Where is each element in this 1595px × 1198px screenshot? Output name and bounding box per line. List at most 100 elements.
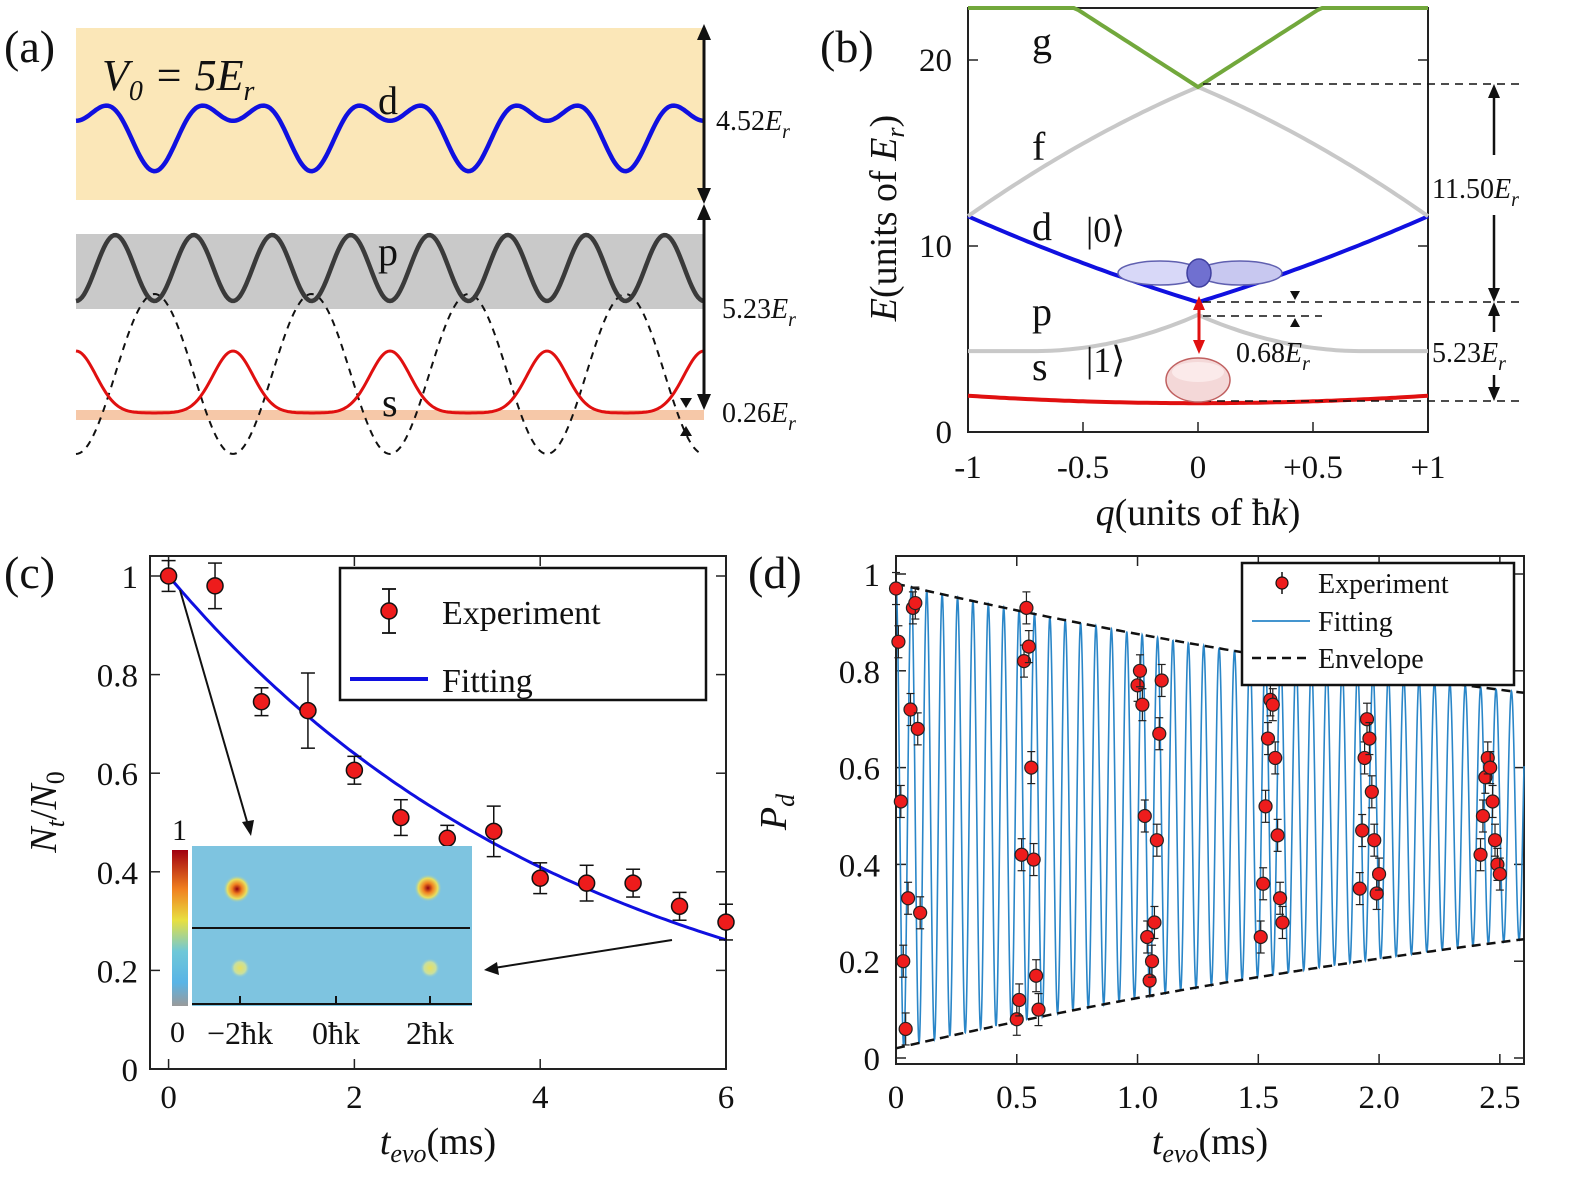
- b-y-ticks: 0 10 20: [919, 43, 1428, 451]
- b-y-tick-label: 10: [919, 229, 952, 265]
- c-legend-marker: [380, 602, 398, 620]
- b-band-p-label: p: [1032, 289, 1052, 334]
- d-data-point: [1367, 833, 1382, 848]
- d-data-point: [1483, 760, 1498, 775]
- c-inset: 1 0 −2ħk 0ħk 2ħk: [170, 814, 472, 1051]
- d-x-tick-label: 0.5: [996, 1080, 1037, 1116]
- c-data-point: [392, 808, 410, 827]
- gap-p-label: 5.23Er: [722, 294, 796, 331]
- p-band-wavefunction: [75, 232, 705, 304]
- d-legend-experiment: Experiment: [1318, 569, 1449, 600]
- c-y-tick-label: 0.2: [97, 954, 138, 990]
- d-data-point: [1014, 847, 1029, 862]
- c-colorbar-max: 1: [172, 814, 187, 847]
- d-data-point: [1026, 852, 1041, 867]
- potential-label: V0 = 5Er: [102, 51, 254, 107]
- c-y-axis-label: Nt/N0: [23, 771, 70, 854]
- d-data-point: [1028, 968, 1044, 983]
- d-data-point: [1260, 731, 1276, 746]
- d-y-tick-label: 0: [864, 1042, 881, 1078]
- b-gap-arrows: [1290, 84, 1500, 401]
- d-data-point: [1265, 697, 1280, 712]
- c-data-point: [252, 692, 271, 711]
- d-data-point: [1142, 973, 1157, 988]
- c-legend-experiment: Experiment: [442, 595, 601, 632]
- d-legend-marker: [1275, 576, 1289, 590]
- c-data-point: [438, 829, 457, 848]
- d-data-point: [1270, 828, 1285, 843]
- d-data-point: [908, 595, 923, 611]
- s-band-wavefunction: [75, 349, 705, 415]
- c-data-point: [159, 567, 178, 585]
- c-legend: Experiment Fitting: [338, 566, 708, 702]
- b-reference-lines: [1203, 83, 1522, 402]
- gap-d-label: 4.52Er: [716, 106, 790, 143]
- c-data-point: [577, 874, 596, 892]
- b-gap-pd-label: 0.68Er: [1236, 338, 1310, 375]
- b-gap-df-label: 11.50Er: [1432, 174, 1519, 211]
- c-x-tick-label: 0: [160, 1080, 177, 1116]
- c-inset-image: [192, 846, 472, 1006]
- panel-d: (d) 0 0.2 0.4 0.6 0.8 1 0 0.5 1.0 1.5 2.0 2.5 Expe…: [748, 547, 1525, 1168]
- c-inset-xlabel-zero: 0ħk: [312, 1015, 360, 1051]
- d-data-point: [1137, 808, 1152, 824]
- d-data-point: [1355, 823, 1370, 838]
- d-data-point: [1364, 784, 1379, 799]
- d-x-axis-label: tevo(ms): [1152, 1121, 1268, 1168]
- b-x-axis-label: q(units of ħk): [1096, 492, 1301, 534]
- b-x-tick-label: 0: [1190, 450, 1207, 486]
- b-x-tick-label: -0.5: [1057, 450, 1109, 486]
- panel-c-label: (c): [4, 547, 55, 598]
- d-data-point: [1272, 891, 1288, 906]
- c-y-ticks: 0 0.2 0.4 0.6 0.8 1: [97, 560, 726, 1089]
- c-colorbar: [172, 850, 188, 1006]
- b-x-ticks: -1 -0.5 0 +0.5 +1: [954, 422, 1446, 486]
- d-band-wavefunction: [75, 103, 705, 174]
- b-band-d-label: d: [1032, 204, 1052, 249]
- b-x-tick-label: +1: [1410, 450, 1445, 486]
- d-data-point: [1152, 726, 1167, 741]
- gap-arrows: [680, 24, 711, 436]
- c-x-axis-label: tevo(ms): [380, 1121, 496, 1168]
- d-data-point: [891, 634, 906, 649]
- d-data-point: [1485, 794, 1500, 809]
- b-x-tick-label: -1: [954, 450, 982, 486]
- c-data-point: [345, 761, 364, 779]
- s-orbital-sketch: [1165, 357, 1231, 403]
- band-curve-g: [968, 6, 1428, 90]
- panel-c: (c) 0 0.2 0.4 0.6 0.8 1 0 2 4 6 Experiment Fitti…: [4, 547, 735, 1168]
- d-data-point: [1487, 833, 1503, 848]
- panel-b: (b) 0 10 20 -1 -0.5 0 +0.5 +1: [820, 6, 1522, 534]
- d-data-point: [1258, 799, 1273, 814]
- d-data-point: [1147, 915, 1162, 930]
- band-curve-s: [967, 393, 1429, 406]
- c-inset-spot: [223, 875, 251, 903]
- d-x-tick-label: 1.5: [1238, 1080, 1279, 1116]
- d-data-point: [1144, 954, 1160, 969]
- d-data-point: [1031, 1002, 1046, 1017]
- c-data-point: [717, 913, 735, 931]
- c-fitting-curve: [167, 575, 727, 942]
- d-x-tick-label: 2.0: [1358, 1080, 1399, 1116]
- d-y-tick-label: 1: [864, 558, 881, 594]
- d-data-point: [893, 794, 908, 809]
- d-data-point: [1009, 1012, 1024, 1027]
- c-inset-xlabel-pos: 2ħk: [406, 1015, 454, 1051]
- c-colorbar-min: 0: [170, 1016, 185, 1049]
- b-y-tick-label: 0: [936, 415, 953, 451]
- d-data-point: [1149, 833, 1164, 848]
- c-data-point: [670, 897, 689, 916]
- c-inset-arrows: [179, 589, 673, 975]
- c-experiment-points: [159, 559, 735, 941]
- d-data-point: [1256, 876, 1271, 891]
- c-x-tick-label: 4: [532, 1080, 549, 1116]
- s-band-region: [76, 410, 704, 420]
- c-inset-xlabel-neg: −2ħk: [207, 1015, 273, 1051]
- c-y-tick-label: 0.8: [97, 659, 138, 695]
- c-x-tick-label: 2: [346, 1080, 363, 1116]
- d-data-point: [1362, 731, 1377, 746]
- d-x-ticks: 0 0.5 1.0 1.5 2.0 2.5: [888, 556, 1520, 1116]
- b-band-g-label: g: [1032, 19, 1052, 64]
- d-data-point: [1016, 654, 1032, 669]
